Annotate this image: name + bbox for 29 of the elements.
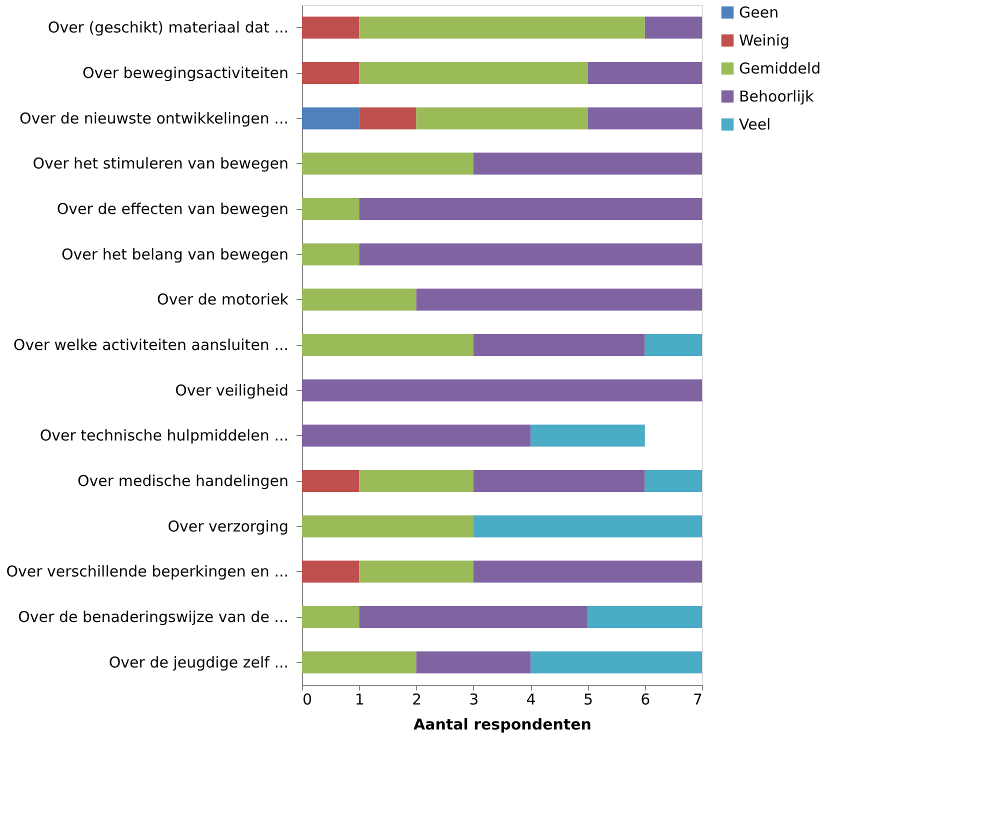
y-tick-label: Over het stimuleren van bewegen: [32, 154, 288, 173]
x-tick-label: 1: [354, 690, 364, 708]
y-tick-label: Over de effecten van bewegen: [56, 200, 288, 218]
legend-label: Behoorlijk: [739, 88, 814, 106]
x-tick-label: 4: [526, 690, 536, 708]
y-tick-label: Over technische hulpmiddelen ...: [40, 426, 288, 445]
y-tick-label: Over de benaderingswijze van de ...: [18, 608, 288, 626]
legend-label: Weinig: [739, 32, 790, 50]
y-tick-label: Over het belang van bewegen: [62, 245, 288, 264]
x-axis-title: Aantal respondenten: [414, 716, 592, 734]
y-tick-label: Over de motoriek: [157, 290, 289, 309]
x-tick-label: 0: [302, 690, 312, 708]
y-tick-label: Over verschillende beperkingen en ...: [6, 562, 288, 581]
y-tick-label: Over verzorging: [168, 517, 288, 536]
legend-label: Veel: [739, 116, 771, 134]
y-tick-label: Over welke activiteiten aansluiten ...: [13, 336, 288, 354]
y-tick-label: Over (geschikt) materiaal dat ...: [48, 18, 288, 37]
x-tick-label: 2: [412, 690, 422, 708]
x-tick-label: 5: [583, 690, 593, 708]
x-tick-label: 3: [469, 690, 479, 708]
y-tick-label: Over veiligheid: [175, 381, 288, 400]
x-tick-label: 6: [640, 690, 650, 708]
x-tick-label: 7: [692, 690, 702, 708]
y-tick-label: Over medische handelingen: [78, 472, 288, 490]
legend-label: Geen: [739, 4, 779, 22]
y-tick-label: Over de jeugdige zelf ...: [108, 653, 288, 672]
legend-label: Gemiddeld: [739, 60, 821, 78]
y-tick-label: Over de nieuwste ontwikkelingen ...: [20, 109, 288, 128]
y-tick-label: Over bewegingsactiviteiten: [82, 64, 288, 82]
